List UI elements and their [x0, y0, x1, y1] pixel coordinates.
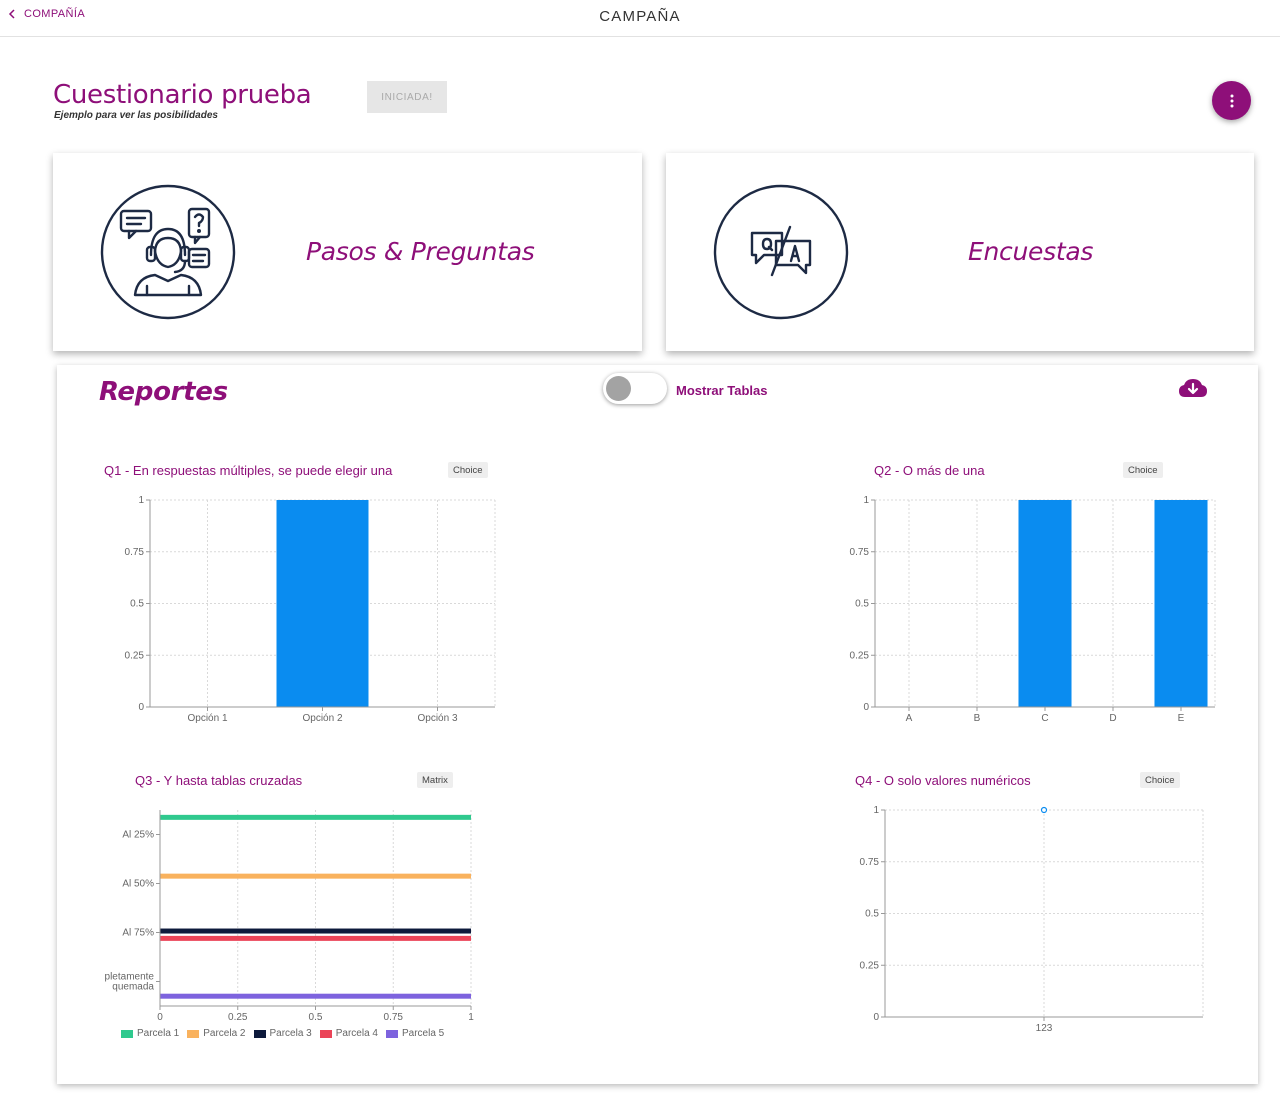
show-tables-label: Mostrar Tablas	[676, 383, 768, 398]
campaign-title: Cuestionario prueba	[53, 80, 312, 110]
q3-legend-label: Parcela 2	[203, 1028, 246, 1039]
campaign-subtitle: Ejemplo para ver las posibilidades	[54, 110, 218, 121]
q3-x-tick-label: 0	[157, 1012, 163, 1023]
q2-title: Q2 - O más de una	[874, 463, 985, 478]
q3-x-tick-label: 0.5	[309, 1012, 323, 1023]
q2-y-tick-label: 0.75	[850, 547, 870, 558]
q3-legend-swatch	[253, 1029, 266, 1038]
q3-y-tick-label: Al 25%	[122, 830, 154, 841]
q3-x-tick-label: 0.25	[228, 1012, 248, 1023]
q3-legend-label: Parcela 5	[402, 1028, 445, 1039]
q2-x-tick-label: E	[1178, 713, 1185, 724]
q3-bar	[160, 935, 471, 941]
q4-y-tick-label: 0.25	[860, 960, 880, 971]
q2-y-tick-label: 0.25	[850, 650, 870, 661]
q3-legend-item: Parcela 3	[253, 1028, 312, 1039]
q2-x-tick-label: B	[974, 713, 981, 724]
q3-y-tick-label: Al 50%	[122, 879, 154, 890]
q1-y-tick-label: 0.5	[130, 599, 144, 610]
more-options-button[interactable]	[1212, 81, 1251, 120]
back-link[interactable]: COMPAÑÍA	[8, 8, 85, 20]
q3-type-badge: Matrix	[417, 772, 453, 788]
q4-y-tick-label: 0	[873, 1012, 879, 1023]
toggle-knob	[606, 376, 631, 401]
qa-chat-icon	[713, 184, 849, 320]
q1-x-tick-label: Opción 3	[417, 713, 457, 724]
q1-title: Q1 - En respuestas múltiples, se puede e…	[104, 463, 393, 478]
back-link-label: COMPAÑÍA	[24, 8, 86, 20]
steps-questions-label: Pasos & Preguntas	[306, 237, 535, 266]
steps-questions-card[interactable]: Pasos & Preguntas	[53, 153, 642, 351]
agent-questions-icon	[100, 184, 236, 320]
more-vertical-icon	[1230, 94, 1233, 107]
q4-y-tick-label: 0.75	[860, 857, 880, 868]
q3-legend-label: Parcela 3	[269, 1028, 312, 1039]
surveys-label: Encuestas	[968, 237, 1094, 266]
q3-matrix-chart: 0 0.25 0.5 0.75 1 Al 25% Al 50% Al 75% pletament…	[105, 810, 474, 1023]
q3-legend-swatch	[121, 1029, 133, 1038]
q1-type-badge: Choice	[448, 462, 488, 478]
q2-type-badge: Choice	[1123, 462, 1163, 478]
q1-y-tick-label: 0.75	[125, 547, 145, 558]
q4-y-tick-label: 0.5	[865, 909, 879, 920]
q3-x-tick-label: 1	[468, 1012, 474, 1023]
q3-y-tick-label: pletamente quemada	[105, 972, 155, 993]
q1-x-tick-label: Opción 2	[302, 713, 342, 724]
q3-legend-swatch	[319, 1029, 332, 1038]
q4-y-tick-label: 1	[873, 805, 879, 816]
q3-legend-item: Parcela 1	[121, 1028, 179, 1039]
show-tables-toggle[interactable]	[603, 373, 667, 404]
q2-bar-chart: 0 0.25 0.5 0.75 1 A B C D E	[850, 495, 1216, 724]
q3-legend-item: Parcela 5	[386, 1028, 444, 1039]
q3-bar	[160, 993, 471, 999]
q2-bar	[1154, 500, 1208, 707]
q3-legend-label: Parcela 4	[335, 1028, 378, 1039]
cloud-download-icon[interactable]	[1178, 377, 1208, 401]
q3-legend: Parcela 1 Parcela 2 Parcela 3 Parcela 4 Parc…	[121, 1028, 444, 1039]
q2-x-tick-label: A	[906, 713, 913, 724]
q2-y-tick-label: 1	[863, 495, 869, 506]
q3-x-tick-label: 0.75	[384, 1012, 404, 1023]
reports-panel: Reportes Mostrar Tablas Q1 - En respuest…	[57, 365, 1258, 1084]
q1-y-tick-label: 1	[138, 495, 144, 506]
q3-title: Q3 - Y hasta tablas cruzadas	[135, 773, 303, 788]
q2-x-tick-label: D	[1109, 713, 1116, 724]
q4-point	[1040, 806, 1048, 814]
q3-legend-swatch	[187, 1029, 200, 1038]
q4-type-badge: Choice	[1140, 772, 1180, 788]
q1-y-tick-label: 0	[138, 702, 144, 713]
q3-y-tick-label: Al 75%	[122, 928, 154, 939]
q3-legend-swatch	[386, 1029, 398, 1038]
q4-title: Q4 - O solo valores numéricos	[855, 773, 1031, 788]
q2-bar	[1018, 500, 1072, 707]
q3-bar	[160, 928, 471, 934]
q1-x-tick-label: Opción 1	[187, 713, 227, 724]
q3-legend-item: Parcela 4	[319, 1028, 378, 1039]
page-title: CAMPAÑA	[599, 8, 681, 25]
q3-bar	[160, 814, 471, 820]
q4-scatter-chart: 0 0.25 0.5 0.75 1 123	[860, 805, 1204, 1034]
q2-y-tick-label: 0	[863, 702, 869, 713]
q4-x-tick-label: 123	[1036, 1023, 1053, 1034]
surveys-card[interactable]: Encuestas	[666, 153, 1254, 351]
chevron-left-icon	[8, 9, 15, 19]
q2-x-tick-label: C	[1041, 713, 1048, 724]
status-badge[interactable]: INICIADA!	[367, 81, 447, 113]
q1-bar	[276, 500, 369, 707]
q1-y-tick-label: 0.25	[125, 650, 145, 661]
top-bar: COMPAÑÍA CAMPAÑA	[0, 0, 1280, 37]
q3-legend-label: Parcela 1	[137, 1028, 180, 1039]
q1-bar-chart: 0 0.25 0.5 0.75 1 Opción 1 Opción 2 Opción 3	[125, 495, 496, 724]
q3-bar	[160, 873, 471, 879]
reports-title: Reportes	[99, 377, 228, 407]
q3-legend-item: Parcela 2	[187, 1028, 246, 1039]
q2-y-tick-label: 0.5	[855, 599, 869, 610]
